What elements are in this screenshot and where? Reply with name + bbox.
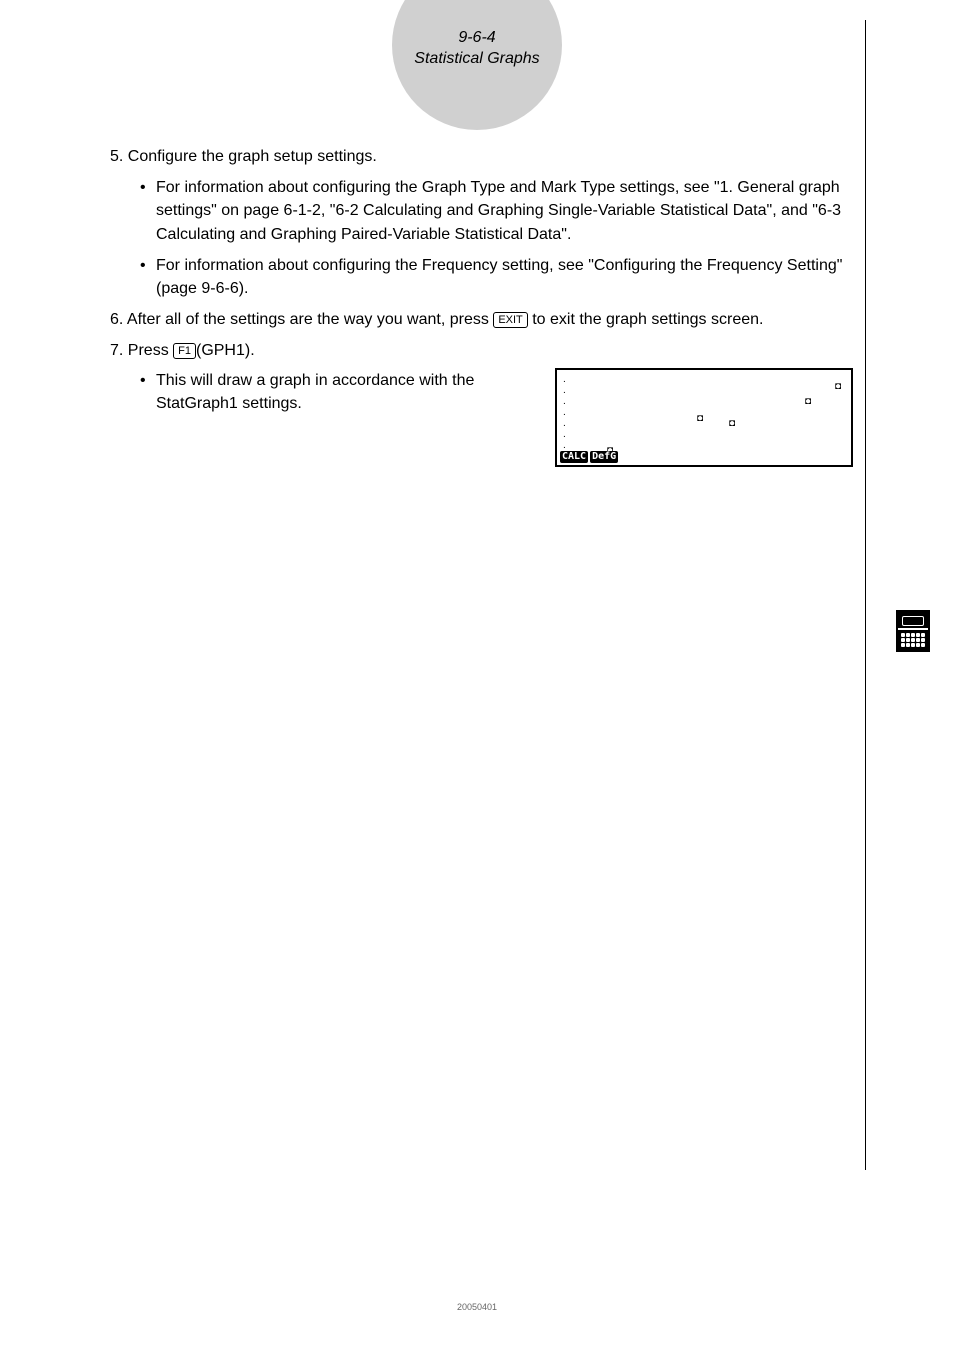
scatter-marker: ◘	[729, 421, 735, 427]
calc-button-label: CALC	[560, 451, 588, 463]
header-text: 9-6-4 Statistical Graphs	[414, 20, 539, 70]
calculator-icon	[896, 610, 930, 652]
keypad-dot	[916, 638, 920, 642]
list-item-7: 7. Press F1(GPH1).	[110, 339, 520, 362]
y-axis-dots: . . . . . . .	[563, 374, 566, 451]
calculator-icon-screen	[902, 616, 924, 626]
keypad-dot	[901, 633, 905, 637]
keypad-dot	[901, 638, 905, 642]
scatter-marker: ◘	[697, 416, 703, 422]
list-item-5: 5. Configure the graph setup settings.	[110, 145, 850, 168]
footer-date: 20050401	[0, 1302, 954, 1312]
keypad-dot	[901, 643, 905, 647]
item5-bullet1-text: For information about configuring the Gr…	[156, 179, 841, 242]
item5-text: Configure the graph setup settings.	[128, 148, 377, 165]
calculator-icon-keypad	[898, 630, 928, 650]
keypad-dot	[911, 643, 915, 647]
screenshot-inner: . . . . . . . ◘◘◘◘◘ CALC DefG	[557, 370, 851, 465]
keypad-dot	[911, 638, 915, 642]
calculator-screenshot: . . . . . . . ◘◘◘◘◘ CALC DefG	[555, 368, 853, 467]
calculator-icon-screen-area	[898, 612, 928, 630]
keypad-dot	[921, 633, 925, 637]
item5-bullet2: For information about configuring the Fr…	[140, 254, 850, 300]
item5-bullet1: For information about configuring the Gr…	[140, 176, 850, 246]
keypad-dot	[906, 633, 910, 637]
scatter-marker: ◘	[835, 384, 841, 390]
page-title: Statistical Graphs	[414, 49, 539, 70]
item5-bullet2-text: For information about configuring the Fr…	[156, 257, 842, 297]
exit-key-icon: EXIT	[493, 312, 527, 328]
page-number: 9-6-4	[414, 28, 539, 49]
item7-text-after: (GPH1).	[196, 342, 255, 359]
keypad-dot	[921, 643, 925, 647]
item6-number: 6.	[110, 311, 123, 328]
scatter-marker: ◘	[805, 399, 811, 405]
screenshot-buttons: CALC DefG	[560, 451, 618, 463]
keypad-dot	[911, 633, 915, 637]
keypad-dot	[906, 643, 910, 647]
keypad-dot	[916, 633, 920, 637]
item7-number: 7.	[110, 342, 123, 359]
f1-key-icon: F1	[173, 343, 196, 359]
item7-bullet1-text: This will draw a graph in accordance wit…	[156, 372, 474, 412]
vertical-divider	[865, 20, 866, 1170]
keypad-dot	[916, 643, 920, 647]
item7-text-before: Press	[128, 342, 173, 359]
defg-button-label: DefG	[590, 451, 618, 463]
item6-text-after: to exit the graph settings screen.	[528, 311, 764, 328]
keypad-dot	[906, 638, 910, 642]
item6-text-before: After all of the settings are the way yo…	[127, 311, 493, 328]
keypad-dot	[921, 638, 925, 642]
header-section: 9-6-4 Statistical Graphs	[0, 20, 954, 70]
item7-left: 7. Press F1(GPH1). This will draw a grap…	[110, 339, 520, 423]
list-item-6: 6. After all of the settings are the way…	[110, 308, 850, 331]
item5-number: 5.	[110, 148, 123, 165]
item7-bullet1: This will draw a graph in accordance wit…	[140, 369, 520, 415]
